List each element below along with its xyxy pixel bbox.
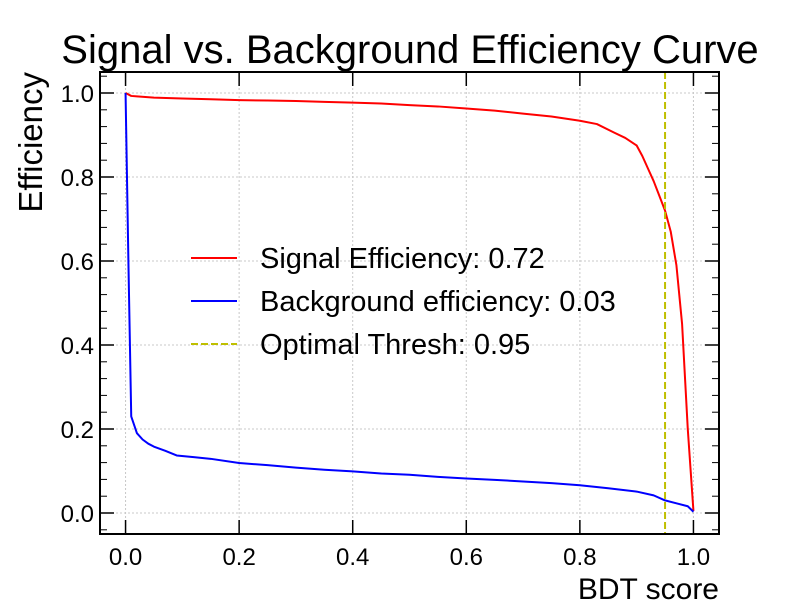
legend-label-background-efficiency: Background efficiency: 0.03: [260, 286, 616, 318]
legend-label-signal-efficiency: Signal Efficiency: 0.72: [260, 243, 545, 275]
x-tick-label: 0.0: [109, 544, 142, 571]
x-axis-label: BDT score: [578, 573, 719, 600]
x-tick-label: 0.2: [222, 544, 255, 571]
legend-label-optimal-thresh: Optimal Thresh: 0.95: [260, 329, 530, 361]
x-tick-label: 0.4: [336, 544, 369, 571]
y-tick-label: 0.8: [61, 165, 94, 192]
y-tick-label: 0.0: [61, 501, 94, 528]
y-tick-label: 0.4: [61, 333, 94, 360]
y-tick-label: 1.0: [61, 81, 94, 108]
y-tick-label: 0.2: [61, 417, 94, 444]
x-tick-label: 0.8: [563, 544, 596, 571]
x-tick-label: 1.0: [677, 544, 710, 571]
x-tick-label: 0.6: [450, 544, 483, 571]
y-tick-label: 0.6: [61, 249, 94, 276]
y-axis-label: Efficiency: [12, 72, 49, 213]
axes: 0.0 0.2 0.4 0.6 0.8 1.0 0.0 0.2 0.4 0.6 0.8 1.0: [61, 72, 719, 571]
chart-title: Signal vs. Background Efficiency Curve: [61, 28, 758, 72]
